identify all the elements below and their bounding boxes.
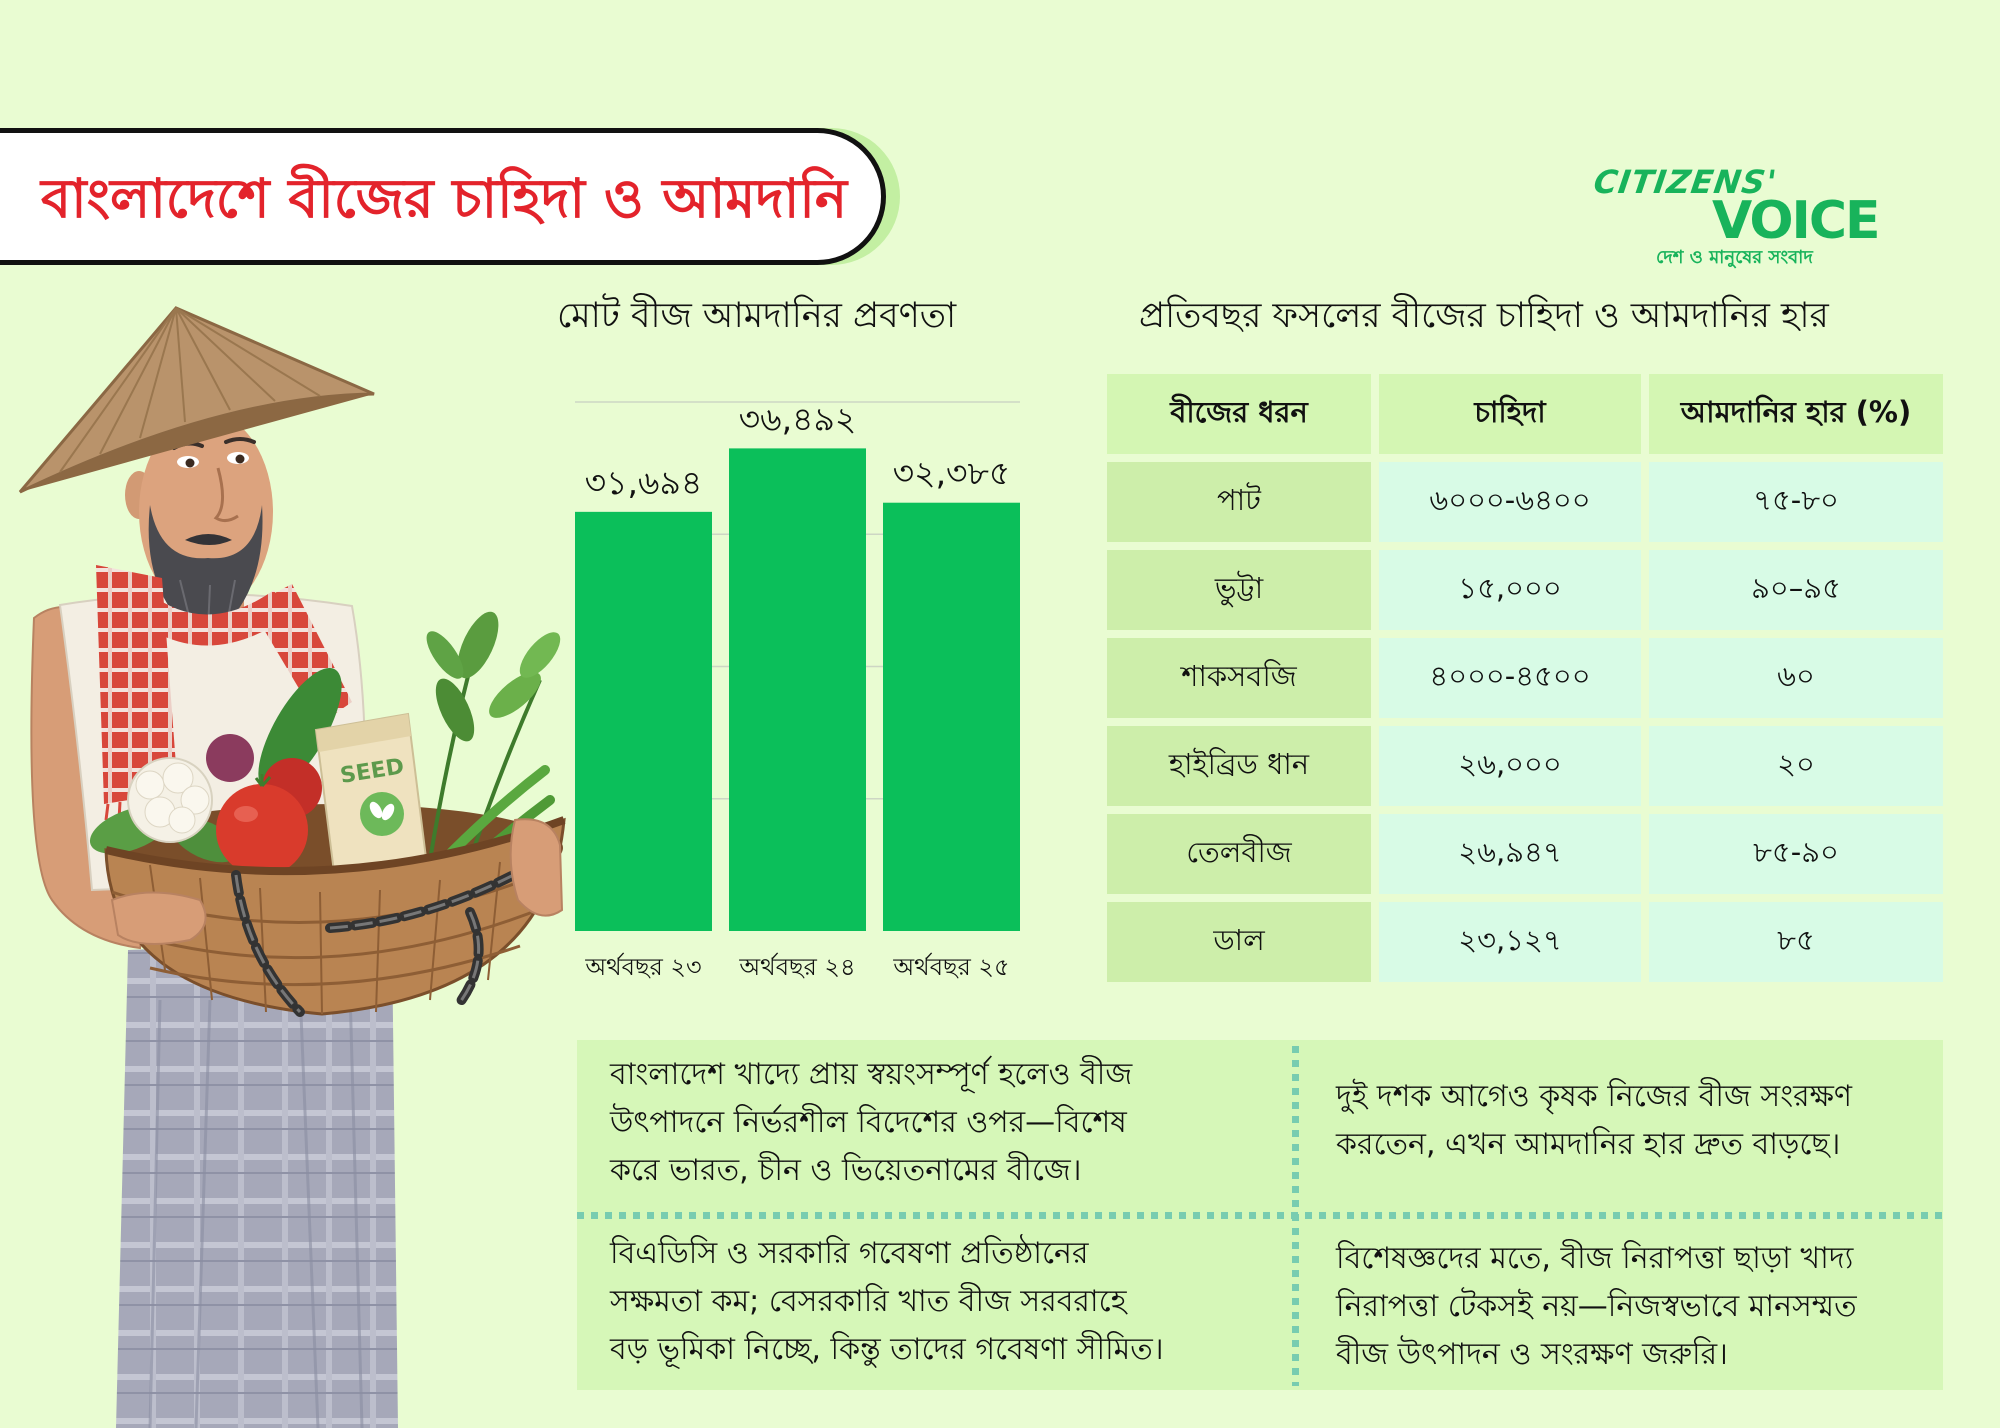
- table-cell-seed-type: ডাল: [1107, 902, 1371, 982]
- table-cell-demand: ২৬,০০০: [1379, 726, 1641, 806]
- farmer-beard: [148, 505, 263, 642]
- note-top-right: দুই দশক আগেও কৃষক নিজের বীজ সংরক্ষণ করতে…: [1336, 1073, 1852, 1169]
- bar-value-label: ৩১,৬৯৪: [585, 463, 703, 502]
- note-bottom-left: বিএডিসি ও সরকারি গবেষণা প্রতিষ্ঠানের সক্…: [610, 1230, 1164, 1374]
- farmer-hat: [18, 306, 375, 494]
- bar-value-label: ৩২,৩৮৫: [893, 454, 1011, 493]
- bar-3: [883, 502, 1020, 931]
- table-header-import-rate: আমদানির হার (%): [1649, 374, 1943, 454]
- note-line: উৎপাদনে নির্ভরশীল বিদেশের ওপর—বিশেষ: [610, 1105, 1127, 1140]
- x-tick-label: অর্থবছর ২৪: [738, 952, 855, 981]
- note-line: বড় ভূমিকা নিচ্ছে, কিন্তু তাদের গবেষণা স…: [610, 1332, 1164, 1367]
- x-tick-label: অর্থবছর ২৫: [892, 952, 1009, 981]
- table-cell-import-rate: ৭৫-৮০: [1649, 462, 1943, 542]
- note-line: করে ভারত, চীন ও ভিয়েতনামের বীজে।: [610, 1153, 1082, 1188]
- logo-wordmark-main: VOICE: [1712, 191, 1881, 251]
- seed-packet: SEED: [314, 712, 428, 874]
- table-cell-seed-type: তেলবীজ: [1107, 814, 1371, 894]
- note-line: বিএডিসি ও সরকারি গবেষণা প্রতিষ্ঠানের: [610, 1236, 1089, 1271]
- red-cabbage: [206, 734, 254, 782]
- key-points-panel: বাংলাদেশ খাদ্যে প্রায় স্বয়ংসম্পূর্ণ হল…: [577, 1040, 1943, 1390]
- table-cell-seed-type: ভুট্টা: [1107, 550, 1371, 630]
- seed-demand-import-table: বীজের ধরন চাহিদা আমদানির হার (%) পাট ৬০০…: [1107, 374, 1943, 982]
- table-cell-import-rate: ২০: [1649, 726, 1943, 806]
- horizontal-dotted-divider: [577, 1212, 1943, 1219]
- note-line: বাংলাদেশ খাদ্যে প্রায় স্বয়ংসম্পূর্ণ হল…: [610, 1057, 1133, 1092]
- farmer-illustration: SEED: [18, 306, 566, 1428]
- table-cell-demand: ২৬,৯৪৭: [1379, 814, 1641, 894]
- table-header-seed-type: বীজের ধরন: [1107, 374, 1371, 454]
- table-cell-import-rate: ৬০: [1649, 638, 1943, 718]
- table-cell-import-rate: ৮৫-৯০: [1649, 814, 1943, 894]
- note-line: বিশেষজ্ঞদের মতে, বীজ নিরাপত্তা ছাড়া খাদ…: [1336, 1241, 1854, 1276]
- table-cell-seed-type: পাট: [1107, 462, 1371, 542]
- table-cell-demand: ৪০০০-৪৫০০: [1379, 638, 1641, 718]
- title-banner: [0, 128, 886, 265]
- note-line: বীজ উৎপাদন ও সংরক্ষণ জরুরি।: [1336, 1337, 1728, 1372]
- table-cell-seed-type: হাইব্রিড ধান: [1107, 726, 1371, 806]
- bar-1: [575, 511, 712, 931]
- table-title: প্রতিবছর ফসলের বীজের চাহিদা ও আমদানির হা…: [1139, 296, 1829, 336]
- note-line: সক্ষমতা কম; বেসরকারি খাত বীজ সরবরাহে: [610, 1284, 1127, 1319]
- table-cell-seed-type: শাকসবজি: [1107, 638, 1371, 718]
- bar-value-label: ৩৬,৪৯২: [739, 399, 857, 438]
- vegetable-basket: [104, 816, 566, 1016]
- tomato: [216, 758, 322, 876]
- chart-title: মোট বীজ আমদানির প্রবণতা: [557, 296, 957, 336]
- seed-import-bar-chart: ৩১,৬৯৪ অর্থবছর ২৩ ৩৬,৪৯২ অর্থবছর ২৪ ৩২,৩৮৫ অর…: [575, 399, 1020, 981]
- x-tick-label: অর্থবছর ২৩: [584, 952, 701, 981]
- logo-tagline: দেশ ও মানুষের সংবাদ: [1656, 247, 1813, 268]
- table-cell-demand: ২৩,১২৭: [1379, 902, 1641, 982]
- table-cell-demand: ১৫,০০০: [1379, 550, 1641, 630]
- note-top-left: বাংলাদেশ খাদ্যে প্রায় স্বয়ংসম্পূর্ণ হল…: [610, 1051, 1132, 1195]
- table-cell-demand: ৬০০০-৬৪০০: [1379, 462, 1641, 542]
- page-title: বাংলাদেশে বীজের চাহিদা ও আমদানি: [41, 167, 848, 230]
- table-cell-import-rate: ৯০–৯৫: [1649, 550, 1943, 630]
- farmer-lungi: [116, 940, 398, 1428]
- bar-2: [729, 448, 866, 931]
- table-header-demand: চাহিদা: [1379, 374, 1641, 454]
- note-bottom-right: বিশেষজ্ঞদের মতে, বীজ নিরাপত্তা ছাড়া খাদ…: [1336, 1235, 1857, 1379]
- table-cell-import-rate: ৮৫: [1649, 902, 1943, 982]
- note-line: নিরাপত্তা টেকসই নয়—নিজস্বভাবে মানসম্মত: [1336, 1289, 1857, 1324]
- farmer-hands: [110, 818, 564, 945]
- note-line: করতেন, এখন আমদানির হার দ্রুত বাড়ছে।: [1336, 1127, 1841, 1162]
- cauliflower: [89, 757, 239, 863]
- note-line: দুই দশক আগেও কৃষক নিজের বীজ সংরক্ষণ: [1336, 1079, 1853, 1114]
